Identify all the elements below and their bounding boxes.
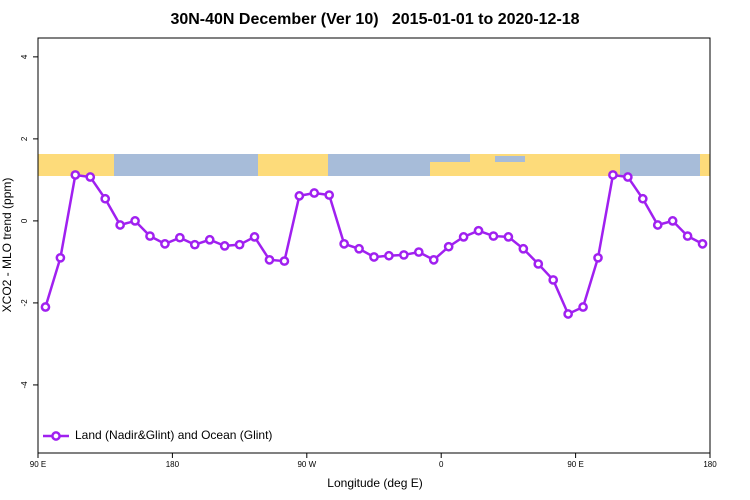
data-point	[204, 234, 215, 245]
data-point	[234, 239, 245, 250]
x-axis-label: Longitude (deg E)	[327, 476, 422, 490]
data-point	[667, 216, 678, 226]
y-tick-label: 0	[20, 218, 29, 223]
data-point	[324, 190, 335, 200]
data-point	[623, 172, 633, 182]
data-point	[189, 239, 200, 250]
data-point	[160, 239, 170, 249]
data-point	[130, 216, 140, 226]
data-point	[219, 241, 230, 251]
data-point	[145, 231, 155, 241]
data-point	[40, 302, 51, 312]
data-point	[294, 191, 305, 201]
data-point	[279, 256, 290, 266]
chart-title: 30N-40N December (Ver 10) 2015-01-01 to …	[170, 11, 579, 28]
data-point	[399, 250, 409, 260]
data-point	[518, 243, 529, 254]
data-point	[503, 232, 514, 242]
data-point	[578, 302, 588, 312]
data-point	[413, 247, 424, 257]
data-point	[309, 188, 320, 198]
x-tick-label: 180	[703, 460, 717, 469]
data-point	[682, 231, 693, 241]
x-tick-label: 180	[166, 460, 180, 469]
data-point	[369, 252, 379, 262]
x-tick-label: 90 E	[30, 460, 46, 469]
data-point	[563, 309, 573, 319]
legend-label: Land (Nadir&Glint) and Ocean (Glint)	[75, 428, 272, 442]
map-strip	[38, 154, 710, 176]
data-point	[443, 241, 454, 252]
data-point	[473, 225, 484, 236]
data-point	[115, 220, 125, 230]
y-tick-label: -4	[20, 381, 29, 389]
data-point	[175, 232, 185, 243]
data-point	[428, 255, 439, 265]
data-point	[339, 239, 349, 249]
y-tick-label: 2	[20, 136, 29, 141]
x-tick-label: 90 W	[297, 460, 316, 469]
data-point	[100, 193, 111, 204]
x-tick-label: 0	[439, 460, 444, 469]
data-point	[637, 193, 648, 204]
data-point	[608, 170, 618, 180]
data-point	[593, 252, 603, 263]
y-tick-label: -2	[20, 299, 29, 307]
data-point	[458, 232, 469, 242]
data-point	[354, 243, 364, 254]
data-point	[85, 172, 96, 182]
data-point	[55, 252, 66, 263]
data-point	[697, 239, 708, 249]
plot-frame	[37, 37, 711, 454]
data-point	[384, 250, 394, 261]
data-point	[249, 232, 260, 242]
legend-marker	[51, 431, 61, 441]
data-point	[533, 259, 544, 269]
y-axis-label: XCO2 - MLO trend (ppm)	[0, 178, 14, 313]
data-point	[70, 170, 81, 180]
x-tick-label: 90 E	[567, 460, 583, 469]
data-point	[548, 275, 559, 285]
data-point	[264, 255, 275, 265]
data-point	[652, 220, 663, 230]
y-tick-label: 4	[20, 54, 29, 59]
data-point	[488, 231, 499, 241]
